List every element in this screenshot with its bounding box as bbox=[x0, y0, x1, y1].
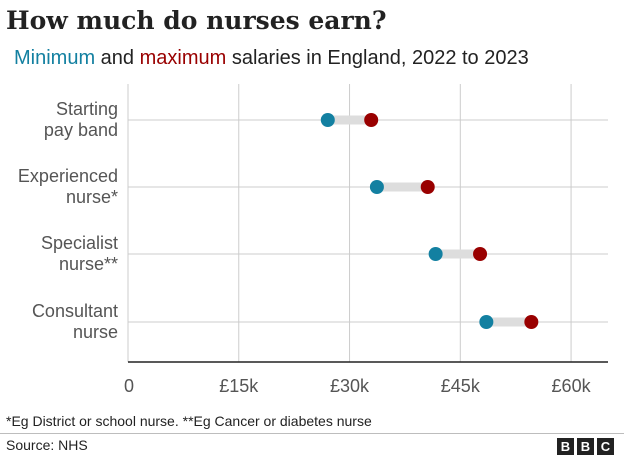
min-point bbox=[479, 315, 494, 329]
max-point bbox=[473, 247, 488, 261]
bbc-logo: B B C bbox=[557, 438, 614, 455]
category-label: Consultant bbox=[32, 301, 118, 321]
max-point bbox=[524, 315, 539, 329]
category-label: Starting bbox=[56, 99, 118, 119]
min-point bbox=[369, 180, 384, 194]
x-tick-label: £30k bbox=[330, 376, 370, 396]
logo-letter-2: B bbox=[577, 438, 594, 455]
x-tick-label: £45k bbox=[441, 376, 481, 396]
max-point bbox=[364, 113, 379, 127]
category-label: nurse bbox=[73, 322, 118, 342]
chart-subtitle: Minimum and maximum salaries in England,… bbox=[14, 47, 529, 70]
footnote: *Eg District or school nurse. **Eg Cance… bbox=[6, 413, 372, 429]
category-label: nurse** bbox=[59, 254, 118, 274]
footer-divider bbox=[0, 433, 624, 434]
subtitle-min-word: Minimum bbox=[14, 47, 96, 69]
category-label: Specialist bbox=[41, 233, 118, 253]
min-point bbox=[428, 247, 443, 261]
category-label: Experienced bbox=[18, 166, 118, 186]
source-note: Source: NHS bbox=[6, 437, 88, 453]
chart-title: How much do nurses earn? bbox=[6, 6, 387, 35]
x-tick-label: £60k bbox=[552, 376, 592, 396]
x-tick-label: £15k bbox=[219, 376, 259, 396]
x-tick-label: 0 bbox=[124, 376, 134, 396]
min-point bbox=[320, 113, 335, 127]
category-label: nurse* bbox=[66, 187, 118, 207]
logo-letter-1: B bbox=[557, 438, 574, 455]
subtitle-and-word: and bbox=[95, 47, 140, 69]
subtitle-rest: salaries in England, 2022 to 2023 bbox=[226, 47, 529, 69]
max-point bbox=[420, 180, 435, 194]
subtitle-max-word: maximum bbox=[139, 47, 227, 69]
category-label: pay band bbox=[44, 120, 118, 140]
logo-letter-3: C bbox=[597, 438, 614, 455]
